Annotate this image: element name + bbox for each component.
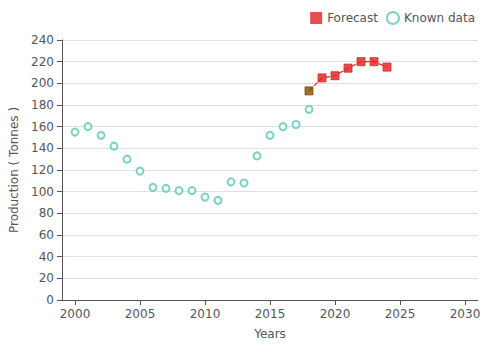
svg-text:2010: 2010	[190, 307, 221, 321]
svg-text:140: 140	[31, 141, 54, 155]
svg-text:2000: 2000	[60, 307, 91, 321]
svg-text:100: 100	[31, 185, 54, 199]
svg-text:2025: 2025	[385, 307, 416, 321]
svg-text:2030: 2030	[450, 307, 481, 321]
svg-text:Production ( Tonnes ): Production ( Tonnes )	[7, 107, 21, 233]
svg-text:200: 200	[31, 76, 54, 90]
svg-text:80: 80	[39, 206, 54, 220]
svg-text:Known data: Known data	[404, 11, 475, 25]
svg-text:2005: 2005	[125, 307, 156, 321]
svg-text:0: 0	[46, 293, 54, 307]
svg-text:Years: Years	[253, 327, 286, 341]
svg-text:40: 40	[39, 250, 54, 264]
svg-text:60: 60	[39, 228, 54, 242]
svg-text:180: 180	[31, 98, 54, 112]
svg-text:Forecast: Forecast	[327, 11, 378, 25]
svg-text:2015: 2015	[255, 307, 286, 321]
svg-text:240: 240	[31, 33, 54, 47]
svg-text:20: 20	[39, 271, 54, 285]
svg-text:120: 120	[31, 163, 54, 177]
svg-text:2020: 2020	[320, 307, 351, 321]
svg-text:160: 160	[31, 120, 54, 134]
svg-text:220: 220	[31, 55, 54, 69]
